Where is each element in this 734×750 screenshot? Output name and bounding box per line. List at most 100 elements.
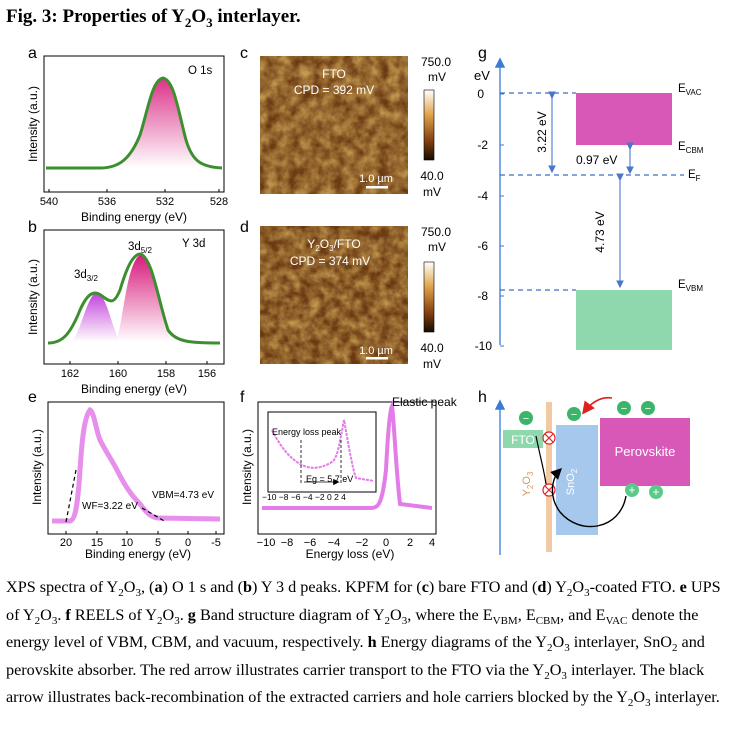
vbm-fit-line <box>141 507 167 523</box>
panel-f-eg: Eg = 5.7 eV <box>306 474 353 484</box>
panel-c-label-2: CPD = 392 mV <box>294 83 374 97</box>
panel-b-xtick: 162 <box>61 368 79 380</box>
electron-sign: − <box>621 403 627 415</box>
panel-h-y2o3: Y2O3 <box>521 471 535 496</box>
o1s-peak-line <box>46 76 223 170</box>
hole-sign: + <box>628 483 635 497</box>
panel-a-xtick: 532 <box>156 196 174 208</box>
panel-f-xtick: −10 <box>257 537 276 549</box>
panel-d-cbar-min: 40.0 <box>420 341 444 355</box>
panel-f-xtick: −4 <box>328 537 341 549</box>
electron-sign: − <box>645 403 651 415</box>
panel-e-ylabel: Intensity (a.u.) <box>30 429 44 505</box>
panel-label-a: a <box>28 45 37 62</box>
reels-spectrum <box>262 399 433 510</box>
panel-h-fto: FTO <box>511 433 535 447</box>
panel-a-peak-label: O 1s <box>188 65 213 77</box>
fto-layer <box>503 430 543 448</box>
panel-c-label-1: FTO <box>322 67 346 81</box>
y3d-3-2-fill <box>70 292 118 342</box>
panel-h: FTO Y2O3 SnO2 Perovskite − − − − + + <box>494 396 690 555</box>
panel-g-ytick: -8 <box>477 289 488 303</box>
panel-a-xtick: 540 <box>40 196 58 208</box>
panel-b-label: Y 3d <box>182 238 205 250</box>
panel-b: Y 3d 3d3/2 3d5/2 162 160 158 156 Binding… <box>26 229 225 396</box>
vbm-block <box>576 290 672 350</box>
panel-e-xtick: 20 <box>60 537 72 549</box>
panel-g-evbm: EVBM <box>678 279 703 293</box>
panel-a-xlabel: Binding energy (eV) <box>81 210 187 224</box>
panel-d-label-2: CPD = 374 mV <box>290 254 370 268</box>
panel-b-peak1: 3d3/2 <box>74 269 98 283</box>
panel-g: eV 0 -2 -4 -6 -8 -10 3.22 eV 0.97 eV 4.7… <box>474 57 704 353</box>
electron-icon <box>567 407 581 421</box>
panel-c-cbar-max-unit: mV <box>428 70 446 84</box>
panel-d-cbar-max: 750.0 <box>421 225 451 239</box>
panel-g-ytick: -6 <box>477 239 488 253</box>
panel-d-cbar-max-unit: mV <box>428 240 446 254</box>
panel-f-peak-label: Elastic peak <box>392 395 458 409</box>
panel-c-colorbar <box>423 89 435 161</box>
electron-sign: − <box>571 409 577 421</box>
panel-e-xtick: 5 <box>155 537 161 549</box>
black-arrow <box>550 468 627 528</box>
red-arrow <box>582 396 613 415</box>
cbm-vac-block <box>576 93 672 145</box>
panel-b-xtick: 156 <box>198 368 216 380</box>
panel-c-cbar-max: 750.0 <box>421 55 451 69</box>
figure-panels: a b c d e f g h O 1s 540 536 532 528 Bin… <box>26 45 704 561</box>
y3d-5-2-fill <box>118 255 200 342</box>
panel-b-xlabel: Binding energy (eV) <box>81 382 187 396</box>
panel-a-xtick: 536 <box>98 196 116 208</box>
panel-d-cbar-min-unit: mV <box>423 357 441 371</box>
panel-g-evac: EVAC <box>678 83 702 97</box>
panel-a-ylabel: Intensity (a.u.) <box>26 86 40 162</box>
y2o3-layer <box>546 402 552 552</box>
panel-b-ylabel: Intensity (a.u.) <box>26 259 40 335</box>
panel-f-xtick: 0 <box>383 537 389 549</box>
panel-d-label-1: Y2O3/FTO <box>307 237 360 253</box>
panel-g-ecbm: ECBM <box>678 141 704 155</box>
panel-f: Elastic peak Energy loss peak Eg = 5.7 e… <box>240 395 458 561</box>
panel-label-b: b <box>28 219 37 236</box>
panel-d-scalebar-label: 1.0 µm <box>359 345 393 357</box>
panel-h-sno2: SnO2 <box>565 468 579 495</box>
panel-g-ytick: 0 <box>477 87 484 101</box>
panel-label-h: h <box>478 389 487 406</box>
panel-f-xlabel: Energy loss (eV) <box>306 547 395 561</box>
panel-g-ytick: -10 <box>475 339 493 353</box>
panel-label-e: e <box>28 389 37 406</box>
panel-label-c: c <box>240 45 248 62</box>
panel-e-vbm: VBM=4.73 eV <box>152 490 214 501</box>
panel-e-xtick: 0 <box>185 537 191 549</box>
panel-f-xtick: −6 <box>304 537 317 549</box>
panel-c-cbar-min-unit: mV <box>423 185 441 199</box>
panel-g-ef: EF <box>688 169 701 183</box>
perovskite-layer <box>600 418 690 486</box>
electron-icon <box>617 401 631 415</box>
panel-label-f: f <box>240 389 245 406</box>
panel-f-ylabel: Intensity (a.u.) <box>240 429 254 505</box>
electron-icon <box>519 411 533 425</box>
panel-a-xtick: 528 <box>210 196 228 208</box>
panel-c: FTO CPD = 392 mV 1.0 µm 750.0 mV 40.0 mV <box>260 55 451 199</box>
panel-d-colorbar <box>423 261 435 333</box>
inset-spectrum <box>271 419 375 482</box>
panel-h-perovskite: Perovskite <box>615 444 676 459</box>
electron-icon <box>641 401 655 415</box>
panel-e-xtick: 10 <box>121 537 133 549</box>
panel-g-gap2: 0.97 eV <box>576 153 617 167</box>
panel-f-xtick: −8 <box>281 537 294 549</box>
panel-g-gap1: 3.22 eV <box>535 111 549 152</box>
panel-g-ylabel: eV <box>474 68 490 83</box>
panel-e-wf: WF=3.22 eV <box>82 501 138 512</box>
sno2-layer <box>556 425 598 535</box>
ups-spectrum <box>52 406 221 524</box>
y3d-line <box>47 252 221 345</box>
panel-c-scalebar-label: 1.0 µm <box>359 173 393 185</box>
hole-icon <box>649 485 663 499</box>
panel-b-xtick: 158 <box>157 368 175 380</box>
hole-icon <box>625 483 639 497</box>
panel-c-cbar-min: 40.0 <box>420 169 444 183</box>
panel-g-ytick: -2 <box>477 138 488 152</box>
